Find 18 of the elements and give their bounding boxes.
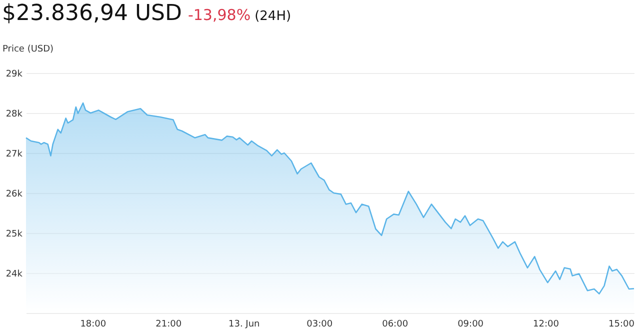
y-tick-label: 28k xyxy=(6,110,24,120)
y-axis-title: Price (USD) xyxy=(2,44,54,54)
x-tick-label: 03:00 xyxy=(306,320,333,330)
x-tick-label: 06:00 xyxy=(382,320,408,330)
text: (24H) xyxy=(254,9,292,24)
text: -13,98% xyxy=(188,6,251,24)
x-tick-label: 13. Jun xyxy=(228,320,260,330)
x-tick-label: 18:00 xyxy=(80,320,106,330)
y-tick-label: 29k xyxy=(6,70,24,80)
x-tick-label: 21:00 xyxy=(156,320,182,330)
x-tick-label: 12:00 xyxy=(533,320,560,330)
x-tick-label: 15:00 xyxy=(608,320,635,330)
y-tick-label: 24k xyxy=(6,270,24,280)
chart-title: $23.836,94 USD xyxy=(2,1,182,26)
y-tick-label: 27k xyxy=(6,150,24,160)
y-tick-label: 25k xyxy=(6,230,24,240)
y-tick-label: 26k xyxy=(6,190,24,200)
x-tick-label: 09:00 xyxy=(458,320,484,330)
